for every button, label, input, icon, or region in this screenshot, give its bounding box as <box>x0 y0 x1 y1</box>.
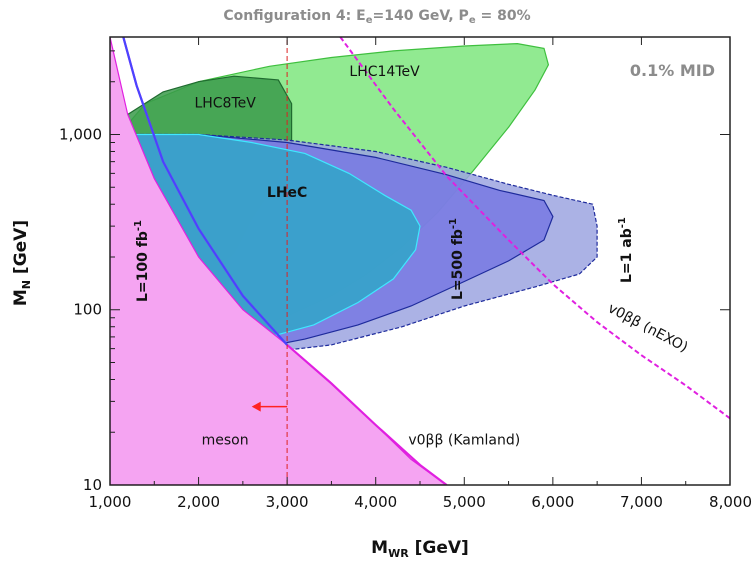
x-tick-label: 8,000 <box>709 493 752 511</box>
label-l100-sup: -1 <box>133 220 144 231</box>
x-tick-label: 2,000 <box>177 493 220 511</box>
title-part-a: Configuration 4: E <box>223 8 365 24</box>
label-lhc14tev: LHC14TeV <box>349 64 420 80</box>
x-axis-label-unit: [GeV] <box>409 538 469 558</box>
x-tick-label: 6,000 <box>531 493 574 511</box>
label-l1ab-main: L=1 ab <box>619 228 635 283</box>
ticks: 1,000 2,000 3,000 4,000 5,000 6,000 7,000 8,000… <box>59 37 752 511</box>
y-tick-label: 100 <box>73 301 102 319</box>
x-tick-label: 4,000 <box>354 493 397 511</box>
label-l100: L=100 fb-1 <box>133 220 151 302</box>
title-part-c: = 80% <box>476 8 531 24</box>
y-tick-label: 1,000 <box>59 125 102 143</box>
arrow <box>251 401 288 412</box>
x-tick-label: 1,000 <box>89 493 132 511</box>
title-sub-b: e <box>469 15 476 26</box>
label-l1ab-sup: -1 <box>617 217 628 228</box>
y-axis-label-sub: N <box>20 280 33 289</box>
label-l500: L=500 fb-1 <box>448 218 466 300</box>
x-axis-label: MWR [GeV] <box>371 538 469 560</box>
label-l500-sup: -1 <box>448 218 459 229</box>
label-l100-main: L=100 fb <box>135 231 151 302</box>
label-l1ab: L=1 ab-1 <box>617 217 635 283</box>
x-tick-label: 3,000 <box>266 493 309 511</box>
title-part-b: =140 GeV, P <box>373 8 469 24</box>
y-tick-label: 10 <box>83 476 102 494</box>
y-axis-label-main: M <box>11 289 31 306</box>
label-l500-main: L=500 fb <box>450 229 466 300</box>
arrow-head <box>251 401 261 412</box>
y-axis-label: MN [GeV] <box>11 220 33 306</box>
x-tick-label: 7,000 <box>620 493 663 511</box>
label-lhc8tev: LHC8TeV <box>194 95 256 111</box>
line-v0-nexo <box>339 37 730 420</box>
label-v0-kamland: v0ββ (Kamland) <box>408 433 520 449</box>
lines <box>122 37 730 485</box>
regions <box>110 37 598 485</box>
x-axis-label-main: M <box>371 538 388 558</box>
corner-label: 0.1% MID <box>630 61 715 80</box>
x-tick-label: 5,000 <box>443 493 486 511</box>
plot-area <box>110 37 730 485</box>
line-boundary <box>122 37 288 346</box>
label-lhec: LHeC <box>267 185 307 201</box>
y-axis-label-unit: [GeV] <box>11 220 31 280</box>
label-meson: meson <box>202 433 249 449</box>
title-sub-a: e <box>366 15 373 26</box>
chart-title: Configuration 4: Ee=140 GeV, Pe = 80% <box>223 8 530 26</box>
x-axis-label-sub: WR <box>388 547 409 560</box>
